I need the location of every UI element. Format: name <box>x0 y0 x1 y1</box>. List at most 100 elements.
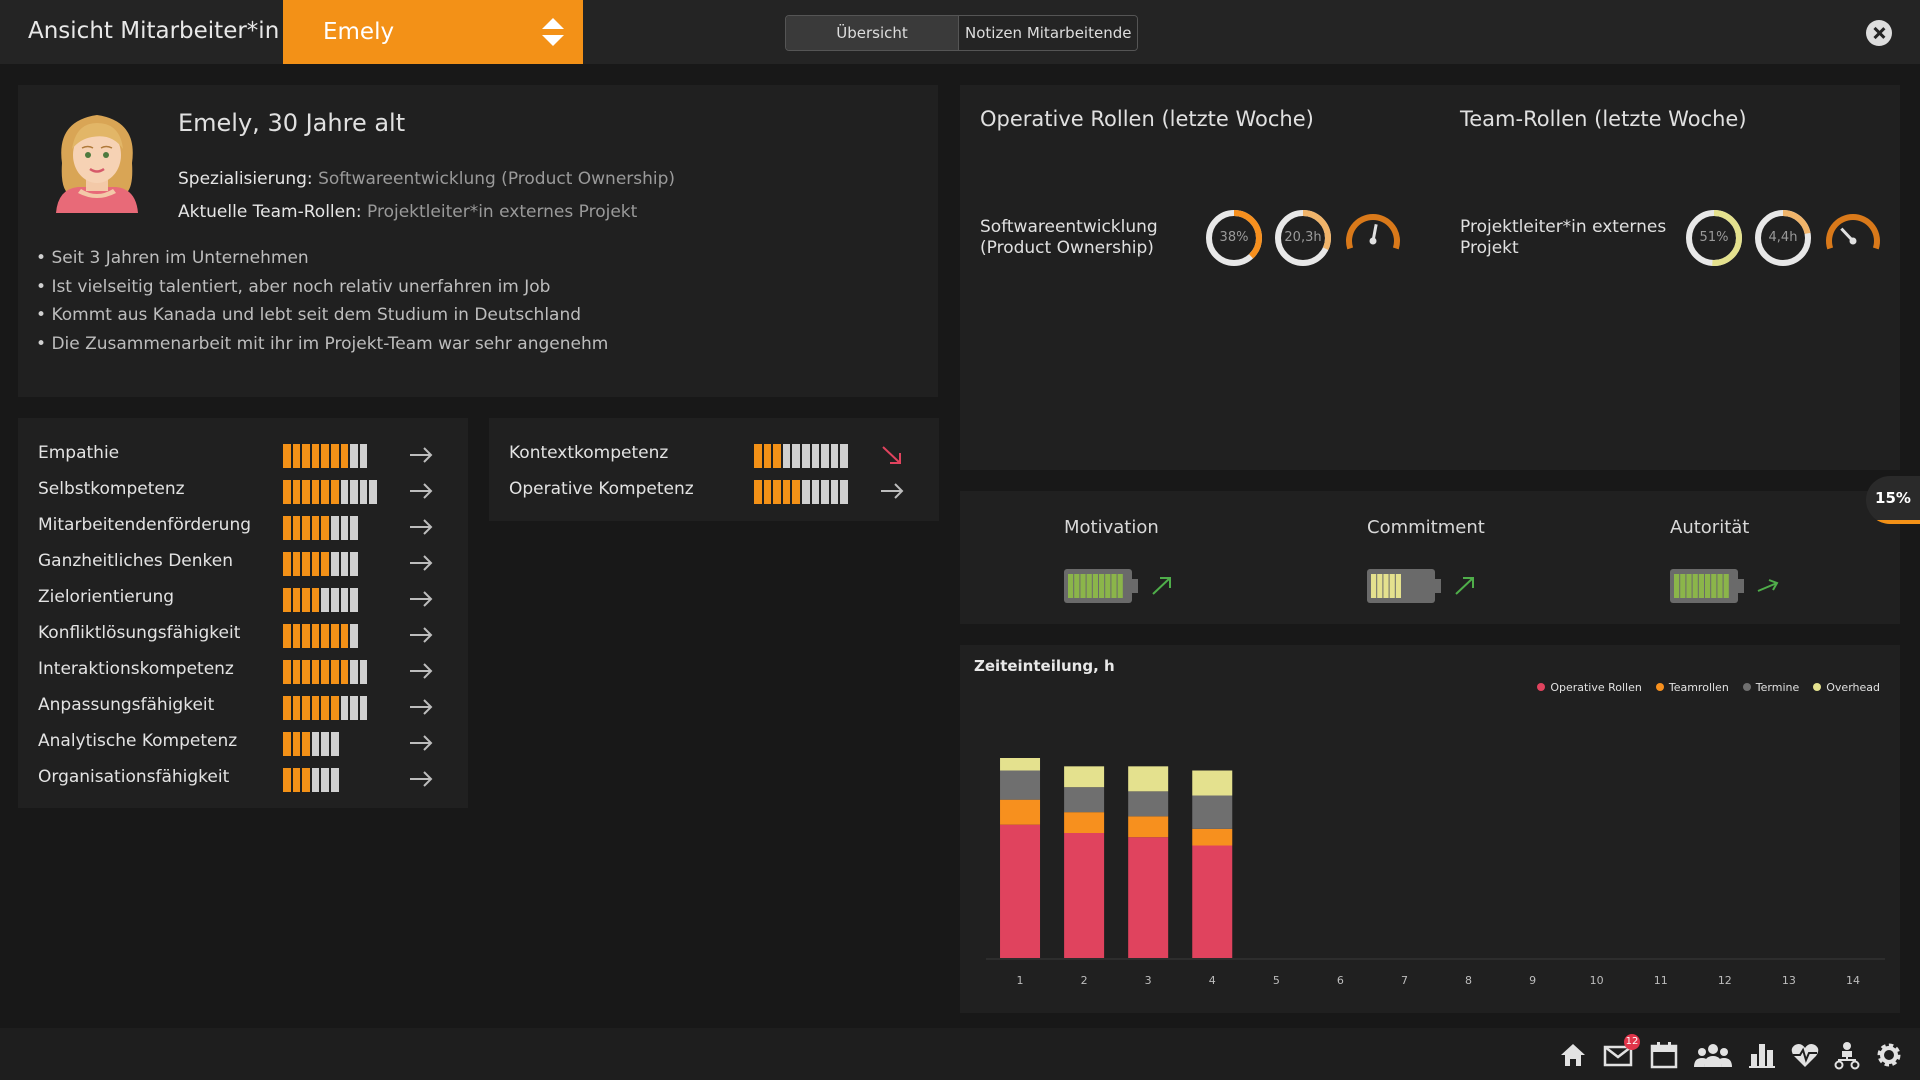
trend-up-icon <box>1152 577 1171 595</box>
skill-level-segment <box>321 516 329 540</box>
bar-segment <box>1064 833 1105 958</box>
tab-uebersicht[interactable]: Übersicht <box>786 16 959 50</box>
skill-level-segment <box>292 552 301 576</box>
progress-badge-text: 15% <box>1875 489 1911 507</box>
team-share-donut: 51% <box>1685 209 1743 267</box>
skill-level-segment <box>321 552 329 576</box>
skill-level-segment <box>283 732 291 756</box>
skill-level-segment <box>811 444 820 468</box>
chart-icon[interactable] <box>1747 1040 1777 1070</box>
employee-selector[interactable]: Emely <box>283 0 583 64</box>
skill-level-segment <box>763 480 772 504</box>
skill-level-segment <box>350 444 358 468</box>
legend-swatch <box>1813 683 1822 691</box>
skill-row: Analytische Kompetenz <box>38 724 458 760</box>
skill-level-segment <box>321 480 329 504</box>
profile-note: Seit 3 Jahren im Unternehmen <box>36 248 608 277</box>
skill-level-segment <box>359 660 368 684</box>
chart-plot: 1 2 3 4 5 6 7 8 9 10 11 12 13 14 <box>986 758 1885 987</box>
skill-level-segment <box>340 444 349 468</box>
skill-level-bar <box>283 552 358 576</box>
x-tick-label: 9 <box>1529 974 1536 987</box>
skill-level-segment <box>340 552 349 576</box>
gear-icon[interactable] <box>1874 1040 1904 1070</box>
trend-down-icon <box>882 446 901 464</box>
battery-icon <box>1064 569 1138 603</box>
legend-label: Termine <box>1755 681 1800 694</box>
skill-row: Selbstkompetenz <box>38 472 458 508</box>
skill-label: Operative Kompetenz <box>509 479 694 499</box>
mail-icon[interactable] <box>1603 1040 1633 1070</box>
top-bar: Ansicht Mitarbeiter*in Emely Übersicht N… <box>0 0 1920 64</box>
skill-level-segment <box>292 696 301 720</box>
skill-label: Kontextkompetenz <box>509 443 669 463</box>
skill-level-bar <box>283 624 358 648</box>
x-tick-label: 10 <box>1590 974 1604 987</box>
skill-level-segment <box>292 624 301 648</box>
tab-notizen[interactable]: Notizen Mitarbeitende <box>959 16 1138 50</box>
skill-level-segment <box>330 480 339 504</box>
skill-label: Anpassungsfähigkeit <box>38 695 215 715</box>
trend-flat-icon <box>410 555 433 571</box>
skill-level-segment <box>340 588 349 612</box>
org-icon[interactable] <box>1832 1040 1862 1070</box>
skill-level-segment <box>369 480 377 504</box>
profile-note: Kommt aus Kanada und lebt seit dem Studi… <box>36 305 608 334</box>
team-gauge-icon <box>1826 214 1880 250</box>
skill-level-segment <box>350 588 358 612</box>
trend-flat-icon <box>881 483 904 499</box>
avatar <box>56 115 138 213</box>
skill-row: Anpassungsfähigkeit <box>38 688 458 724</box>
trend-up-icon <box>1757 579 1779 592</box>
trend-flat-icon <box>410 663 433 679</box>
skill-level-segment <box>830 444 839 468</box>
roles-panel: Operative Rollen (letzte Woche) Team-Rol… <box>960 85 1900 470</box>
skill-label: Organisationsfähigkeit <box>38 767 230 787</box>
skill-level-segment <box>302 660 310 684</box>
home-icon[interactable] <box>1558 1040 1588 1070</box>
mood-panel: Motivation Commitment Autorität <box>960 491 1900 624</box>
battery-icon <box>1670 569 1744 603</box>
time-allocation-chart: Zeiteinteilung, h Operative Rollen Teamro… <box>960 645 1900 1013</box>
skill-level-segment <box>292 516 301 540</box>
skill-level-segment <box>311 768 320 792</box>
skill-row: Mitarbeitendenförderung <box>38 508 458 544</box>
team-role-name-line1: Projektleiter*in externes <box>1460 217 1667 237</box>
legend-item: Operative Rollen <box>1537 681 1642 694</box>
legend-item: Overhead <box>1813 681 1880 694</box>
skill-level-segment <box>350 696 358 720</box>
skill-level-segment <box>283 768 291 792</box>
skill-level-segment <box>330 552 339 576</box>
skill-level-segment <box>792 444 800 468</box>
legend-label: Overhead <box>1826 681 1880 694</box>
skill-level-segment <box>330 732 339 756</box>
x-tick-label: 6 <box>1337 974 1344 987</box>
skill-level-bar <box>283 444 368 468</box>
operative-role-name-line2: (Product Ownership) <box>980 238 1154 258</box>
trend-flat-icon <box>410 483 433 499</box>
mood-label: Commitment <box>1367 517 1485 538</box>
skill-level-segment <box>340 480 349 504</box>
operative-role-name: Softwareentwicklung (Product Ownership) <box>980 217 1158 259</box>
progress-badge[interactable]: 15% <box>1866 476 1920 524</box>
skill-level-segment <box>340 624 349 648</box>
calendar-icon[interactable] <box>1649 1040 1679 1070</box>
battery-icon <box>1367 569 1441 603</box>
skill-label: Zielorientierung <box>38 587 175 607</box>
skill-level-segment <box>782 444 791 468</box>
x-tick-label: 4 <box>1209 974 1216 987</box>
team-icon[interactable] <box>1693 1040 1733 1070</box>
bar-segment <box>1192 845 1233 958</box>
team-roles-key: Aktuelle Team-Rollen: <box>178 202 362 222</box>
team-share-ring <box>1686 210 1742 266</box>
chart-title: Zeiteinteilung, h <box>974 657 1115 675</box>
x-tick-label: 11 <box>1654 974 1668 987</box>
operative-hours-text: 20,3h <box>1284 230 1322 245</box>
skill-level-segment <box>283 552 291 576</box>
skill-level-segment <box>754 480 762 504</box>
skill-label: Ganzheitliches Denken <box>38 551 233 571</box>
skill-level-segment <box>350 552 358 576</box>
operative-share-donut: 38% <box>1205 209 1263 267</box>
close-icon[interactable] <box>1866 20 1892 46</box>
health-icon[interactable] <box>1790 1040 1820 1070</box>
